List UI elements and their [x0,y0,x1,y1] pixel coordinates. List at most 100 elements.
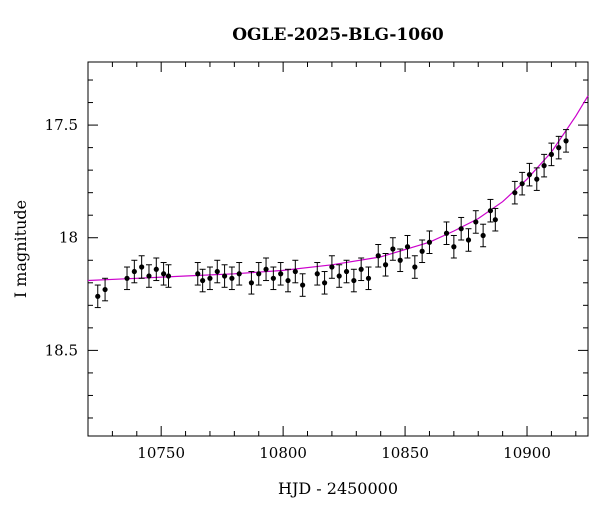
data-point [358,257,365,282]
point-marker [541,163,547,169]
point-marker [270,275,276,281]
point-marker [248,280,255,286]
data-point [314,262,321,286]
axis-ticks [87,62,588,436]
data-point [563,129,570,153]
point-marker [278,271,284,277]
data-point [131,259,138,284]
data-point [365,266,372,291]
data-point [480,223,487,248]
point-marker [221,273,228,279]
point-marker [443,230,450,236]
data-point [541,153,548,178]
point-marker [526,172,533,178]
data-point [206,266,213,291]
point-marker [263,266,269,272]
point-marker [321,280,328,286]
point-marker [292,268,298,275]
point-marker [314,271,320,277]
point-marker [165,273,172,279]
data-point [94,284,101,309]
data-point [526,162,533,187]
data-point [487,198,494,223]
data-point [292,259,299,284]
point-marker [336,273,342,279]
data-point [248,271,255,295]
data-point [153,257,160,282]
point-marker [214,268,220,275]
data-point [443,221,450,245]
point-marker [236,271,242,277]
tick-labels: 10750 10800 10850 10900 17.5 18 18.5 [45,116,551,462]
data-points-layer [94,129,570,309]
point-marker [458,226,464,232]
point-marker [404,244,411,250]
data-point [397,248,404,273]
point-marker [365,275,372,281]
point-marker [480,232,486,239]
data-point [555,135,562,160]
data-point [145,264,152,288]
point-marker [556,145,562,151]
point-marker [207,275,213,281]
point-marker [195,271,201,277]
x-axis-label: HJD - 2450000 [278,479,398,498]
data-point [277,262,284,286]
point-marker [161,271,167,277]
point-marker [343,268,350,275]
point-marker [200,277,206,284]
model-curve [87,95,589,282]
point-marker [487,208,494,214]
x-tick-label: 10800 [259,444,307,462]
data-point [299,273,306,297]
point-marker [519,181,525,187]
point-marker [375,253,381,259]
data-point [199,268,206,293]
point-marker [95,293,101,299]
y-tick-label: 18 [59,229,78,247]
data-point [160,262,167,286]
y-axis-label: I magnitude [11,200,30,298]
point-marker [285,277,291,284]
data-point [389,237,396,261]
point-marker [397,257,403,263]
data-point [472,210,479,234]
point-marker [382,262,389,268]
point-marker [146,273,152,279]
point-marker [229,275,235,281]
point-marker [329,264,335,270]
data-point [533,167,540,191]
point-marker [131,268,137,275]
data-point [221,264,228,288]
model-curve-layer [87,95,589,282]
data-point [124,266,131,291]
data-point [375,243,382,268]
data-point [138,255,145,279]
data-point [321,271,328,295]
x-tick-label: 10900 [503,444,551,462]
data-point [519,171,526,196]
data-point [419,239,426,264]
data-point [465,228,472,252]
point-marker [351,277,357,284]
data-point [270,266,277,291]
point-marker [390,246,396,252]
data-point [228,266,235,291]
point-marker [412,264,418,270]
data-point [255,262,262,286]
data-point [548,142,555,167]
data-point [404,234,411,259]
point-marker [465,237,472,243]
data-point [336,264,343,288]
point-marker [548,151,555,157]
point-marker [534,176,540,182]
point-marker [512,190,518,196]
point-marker [139,264,145,270]
data-point [285,268,291,293]
point-marker [473,219,479,225]
y-tick-label: 18.5 [45,341,78,359]
data-point [492,207,499,232]
data-point [382,253,389,277]
data-point [450,234,457,259]
